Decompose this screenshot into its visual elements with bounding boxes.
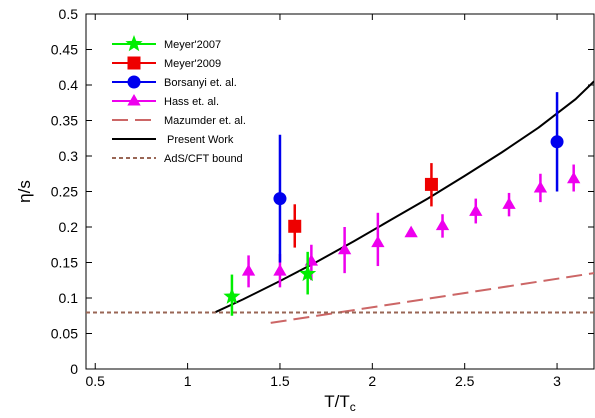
data-point	[273, 264, 287, 276]
y-tick-label: 0.05	[51, 326, 78, 342]
legend-item: Present Work	[112, 134, 234, 146]
y-tick-label: 0	[70, 361, 78, 377]
legend-label: Present Work	[167, 134, 234, 146]
data-point	[469, 204, 483, 216]
y-tick-label: 0.3	[59, 148, 79, 164]
data-point	[288, 219, 302, 233]
data-point	[567, 171, 581, 184]
legend-label: Meyer'2009	[164, 58, 221, 70]
data-point	[435, 218, 450, 231]
x-axis-label: T/Tc	[324, 392, 356, 414]
data-point	[502, 197, 516, 209]
y-tick-label: 0.45	[51, 42, 78, 58]
legend: Meyer'2007 Meyer'2009 Borsanyi et. al. Hass…	[112, 35, 246, 165]
y-tick-label: 0.1	[59, 290, 79, 306]
chart-plot-area	[86, 80, 594, 324]
x-tick-label: 0.5	[86, 373, 106, 389]
legend-label: AdS/CFT bound	[164, 153, 243, 165]
plot-frame	[85, 13, 595, 370]
data-point	[404, 225, 418, 238]
legend-label: Hass et. al.	[164, 96, 219, 108]
y-tick-label: 0.2	[59, 219, 79, 235]
legend-item: Hass et. al.	[112, 94, 219, 108]
legend-label: Meyer'2007	[164, 39, 221, 51]
legend-label: Mazumder et. al.	[164, 115, 246, 127]
y-tick-label: 0.5	[59, 6, 79, 22]
legend-item: Meyer'2007	[112, 35, 221, 52]
legend-marker	[125, 35, 143, 52]
series-line-4	[270, 272, 594, 324]
y-tick-label: 0.4	[59, 77, 79, 93]
legend-item: AdS/CFT bound	[112, 153, 243, 165]
y-tick-label: 0.35	[51, 113, 78, 129]
data-point	[273, 192, 287, 206]
y-axis-label: η/s	[15, 180, 34, 203]
legend-item: Mazumder et. al.	[112, 115, 246, 127]
data-point	[299, 264, 317, 282]
data-point	[337, 242, 352, 255]
x-tick-label: 1	[184, 373, 192, 389]
legend-item: Meyer'2009	[112, 56, 221, 70]
data-point	[424, 177, 438, 191]
chart-axes: 0.5 1 1.5 2 2.5 3 0 0.05 0.1 0.15 0.2 0.25 0.3 0.35 0.…	[51, 6, 595, 389]
y-tick-label: 0.25	[51, 184, 78, 200]
data-point	[533, 180, 548, 193]
legend-marker	[127, 94, 141, 106]
legend-marker	[127, 56, 141, 70]
x-tick-label: 2.5	[455, 373, 475, 389]
x-tick-label: 1.5	[270, 373, 290, 389]
series-line-5	[214, 80, 594, 314]
legend-item: Borsanyi et. al.	[112, 75, 237, 89]
legend-label: Borsanyi et. al.	[164, 77, 237, 89]
x-tick-label: 3	[553, 373, 561, 389]
data-point	[223, 287, 241, 304]
data-point	[241, 264, 256, 276]
data-point	[371, 235, 385, 248]
legend-marker	[127, 75, 141, 89]
y-tick-label: 0.15	[51, 255, 78, 271]
x-tick-label: 2	[368, 373, 376, 389]
data-point	[550, 135, 564, 149]
